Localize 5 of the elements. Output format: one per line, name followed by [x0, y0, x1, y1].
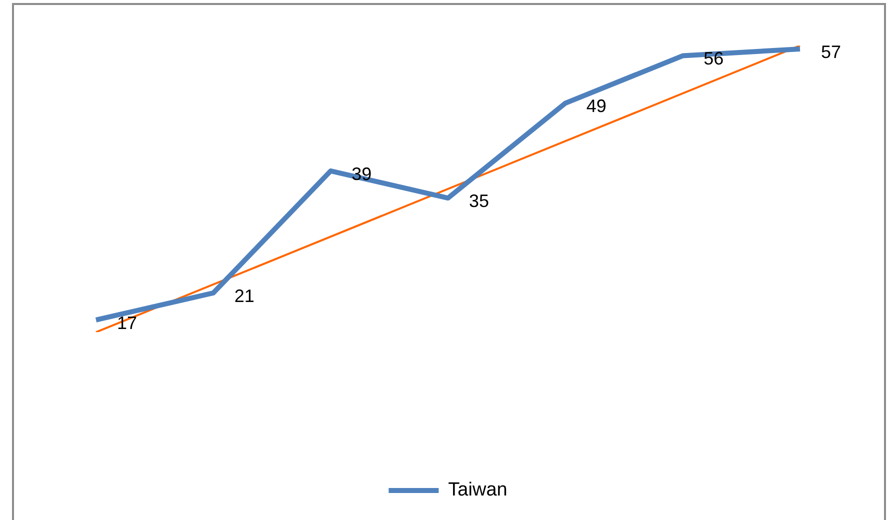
data-label: 35 — [469, 191, 490, 212]
data-label: 49 — [586, 96, 606, 116]
legend-label: Taiwan — [448, 480, 508, 501]
data-label: 21 — [234, 286, 254, 306]
data-label: 57 — [821, 42, 842, 62]
